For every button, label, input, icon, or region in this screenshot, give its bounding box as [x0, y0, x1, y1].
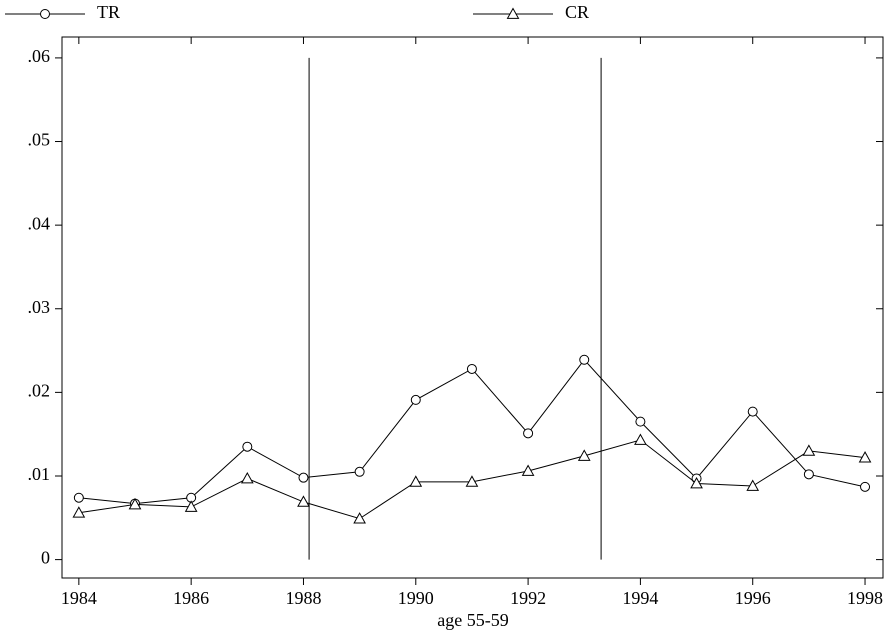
marker	[72, 506, 86, 518]
marker	[747, 406, 758, 417]
marker	[577, 449, 591, 461]
x-tick-label: 1988	[285, 588, 321, 608]
marker	[73, 492, 84, 503]
legend-marker	[40, 9, 50, 19]
marker	[298, 472, 309, 483]
marker	[297, 495, 310, 507]
x-tick-label: 1994	[622, 588, 658, 608]
marker	[410, 394, 421, 405]
legend-label: TR	[97, 2, 120, 22]
marker	[242, 441, 253, 452]
legend-marker	[506, 7, 520, 19]
y-tick-label: .03	[28, 297, 51, 317]
legend-label: CR	[565, 2, 589, 22]
marker	[184, 500, 198, 512]
y-tick-label: .05	[28, 130, 51, 150]
y-tick-label: .02	[28, 380, 51, 400]
marker	[521, 464, 535, 476]
marker	[690, 476, 703, 489]
marker	[523, 428, 534, 439]
marker	[466, 363, 477, 374]
marker	[409, 475, 423, 487]
marker	[803, 469, 814, 480]
x-tick-label: 1996	[735, 588, 771, 608]
marker	[635, 416, 646, 427]
marker	[128, 497, 142, 510]
x-tick-label: 1992	[510, 588, 546, 608]
marker	[353, 512, 366, 524]
y-tick-label: .06	[28, 46, 51, 66]
marker	[860, 481, 871, 492]
y-tick-label: .01	[28, 464, 51, 484]
x-tick-label: 1986	[173, 588, 209, 608]
y-tick-label: 0	[41, 548, 50, 568]
marker	[634, 433, 647, 445]
x-tick-label: 1984	[61, 588, 97, 608]
marker	[240, 471, 254, 484]
marker	[802, 444, 816, 456]
marker	[746, 479, 760, 491]
plot-frame	[61, 36, 884, 579]
marker	[465, 475, 479, 487]
y-tick-label: .04	[28, 213, 51, 233]
x-axis-label: age 55-59	[437, 610, 508, 630]
marker	[354, 466, 365, 477]
x-tick-label: 1998	[847, 588, 883, 608]
x-tick-label: 1990	[398, 588, 434, 608]
marker	[858, 451, 872, 463]
marker	[579, 354, 590, 365]
